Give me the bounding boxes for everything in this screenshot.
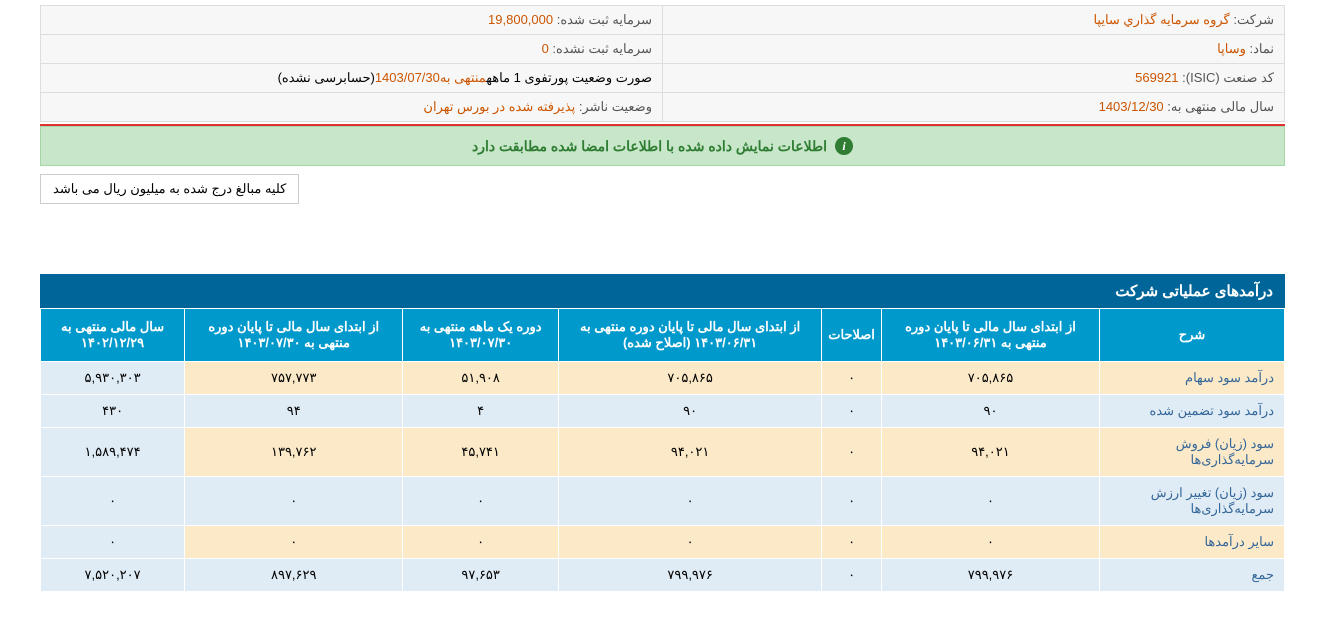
cell: ۷۹۹,۹۷۶ xyxy=(881,559,1099,592)
row-label: سود (زیان) فروش سرمایه‌گذاری‌ها xyxy=(1100,428,1285,477)
cell: ۹۰ xyxy=(881,395,1099,428)
table-row: سود (زیان) فروش سرمایه‌گذاری‌ها۹۴,۰۲۱۰۹۴… xyxy=(41,428,1285,477)
row-label: درآمد سود سهام xyxy=(1100,362,1285,395)
table-row: درآمد سود سهام۷۰۵,۸۶۵۰۷۰۵,۸۶۵۵۱,۹۰۸۷۵۷,۷… xyxy=(41,362,1285,395)
cell: ۵۱,۹۰۸ xyxy=(403,362,559,395)
cell: ۰ xyxy=(822,362,882,395)
report-date: 1403/07/30 xyxy=(375,70,440,85)
cell: ۸۹۷,۶۲۹ xyxy=(185,559,403,592)
report-prefix: صورت وضعیت پورتفوی 1 ماهه xyxy=(486,70,652,85)
cell: ۴۳۰ xyxy=(41,395,185,428)
company-info-table: شرکت: گروه سرمايه گذاري سايپا سرمایه ثبت… xyxy=(40,5,1285,122)
col-header: شرح xyxy=(1100,309,1285,362)
report-mid: منتهی به xyxy=(440,70,486,85)
cell: ۰ xyxy=(822,559,882,592)
cell: ۰ xyxy=(41,526,185,559)
table-row: درآمد سود تضمین شده۹۰۰۹۰۴۹۴۴۳۰ xyxy=(41,395,1285,428)
symbol-value: وساپا xyxy=(1217,41,1246,56)
table-row: سود (زیان) تغییر ارزش سرمایه‌گذاری‌ها۰۰۰… xyxy=(41,477,1285,526)
cell: ۹۴ xyxy=(185,395,403,428)
symbol-label: نماد: xyxy=(1250,41,1275,56)
cap-reg-label: سرمایه ثبت شده: xyxy=(557,12,652,27)
section-title: درآمدهای عملیاتی شرکت xyxy=(40,274,1285,308)
col-header: دوره یک ماهه منتهی به ۱۴۰۳/۰۷/۳۰ xyxy=(403,309,559,362)
cell: ۰ xyxy=(881,477,1099,526)
cell: ۷۰۵,۸۶۵ xyxy=(558,362,821,395)
status-value: پذيرفته شده در بورس تهران xyxy=(423,99,575,114)
cell: ۵,۹۳۰,۳۰۳ xyxy=(41,362,185,395)
isic-label: کد صنعت (ISIC): xyxy=(1182,70,1274,85)
row-label: سود (زیان) تغییر ارزش سرمایه‌گذاری‌ها xyxy=(1100,477,1285,526)
report-suffix: (حسابرسی نشده) xyxy=(278,70,375,85)
fiscal-label: سال مالی منتهی به: xyxy=(1167,99,1274,114)
col-header: از ابتدای سال مالی تا پایان دوره منتهی ب… xyxy=(558,309,821,362)
cell: ۴ xyxy=(403,395,559,428)
cell: ۰ xyxy=(822,395,882,428)
company-label: شرکت: xyxy=(1233,12,1274,27)
cell: ۷۹۹,۹۷۶ xyxy=(558,559,821,592)
col-header: سال مالی منتهی به ۱۴۰۲/۱۲/۲۹ xyxy=(41,309,185,362)
status-label: وضعیت ناشر: xyxy=(579,99,652,114)
cell: ۰ xyxy=(185,526,403,559)
cell: ۹۷,۶۵۳ xyxy=(403,559,559,592)
currency-note: کلیه مبالغ درج شده به میلیون ریال می باش… xyxy=(40,174,299,204)
cell: ۰ xyxy=(881,526,1099,559)
cell: ۷۵۷,۷۷۳ xyxy=(185,362,403,395)
cell: ۴۵,۷۴۱ xyxy=(403,428,559,477)
row-label: جمع xyxy=(1100,559,1285,592)
cell: ۰ xyxy=(41,477,185,526)
cell: ۰ xyxy=(185,477,403,526)
cell: ۰ xyxy=(403,477,559,526)
verification-banner: i اطلاعات نمایش داده شده با اطلاعات امضا… xyxy=(40,126,1285,166)
isic-value: 569921 xyxy=(1135,70,1178,85)
row-label: سایر درآمدها xyxy=(1100,526,1285,559)
cell: ۷۰۵,۸۶۵ xyxy=(881,362,1099,395)
col-header: از ابتدای سال مالی تا پایان دوره منتهی ب… xyxy=(185,309,403,362)
fiscal-value: 1403/12/30 xyxy=(1099,99,1164,114)
company-value: گروه سرمايه گذاري سايپا xyxy=(1093,12,1229,27)
table-header-row: شرح از ابتدای سال مالی تا پایان دوره منت… xyxy=(41,309,1285,362)
table-row: سایر درآمدها۰۰۰۰۰۰ xyxy=(41,526,1285,559)
cap-unreg-value: 0 xyxy=(542,41,549,56)
cell: ۰ xyxy=(822,477,882,526)
cell: ۹۴,۰۲۱ xyxy=(558,428,821,477)
cell: ۷,۵۲۰,۲۰۷ xyxy=(41,559,185,592)
cell: ۹۴,۰۲۱ xyxy=(881,428,1099,477)
cell: ۰ xyxy=(822,428,882,477)
banner-text: اطلاعات نمایش داده شده با اطلاعات امضا ش… xyxy=(472,138,827,155)
cell: ۱,۵۸۹,۴۷۴ xyxy=(41,428,185,477)
cell: ۰ xyxy=(822,526,882,559)
info-icon: i xyxy=(835,137,853,155)
cell: ۰ xyxy=(558,477,821,526)
row-label: درآمد سود تضمین شده xyxy=(1100,395,1285,428)
col-header: اصلاحات xyxy=(822,309,882,362)
cell: ۰ xyxy=(403,526,559,559)
cap-unreg-label: سرمایه ثبت نشده: xyxy=(552,41,652,56)
table-row: جمع۷۹۹,۹۷۶۰۷۹۹,۹۷۶۹۷,۶۵۳۸۹۷,۶۲۹۷,۵۲۰,۲۰۷ xyxy=(41,559,1285,592)
cell: ۰ xyxy=(558,526,821,559)
cap-reg-value: 19,800,000 xyxy=(488,12,553,27)
cell: ۹۰ xyxy=(558,395,821,428)
col-header: از ابتدای سال مالی تا پایان دوره منتهی ب… xyxy=(881,309,1099,362)
income-table: شرح از ابتدای سال مالی تا پایان دوره منت… xyxy=(40,308,1285,592)
cell: ۱۳۹,۷۶۲ xyxy=(185,428,403,477)
